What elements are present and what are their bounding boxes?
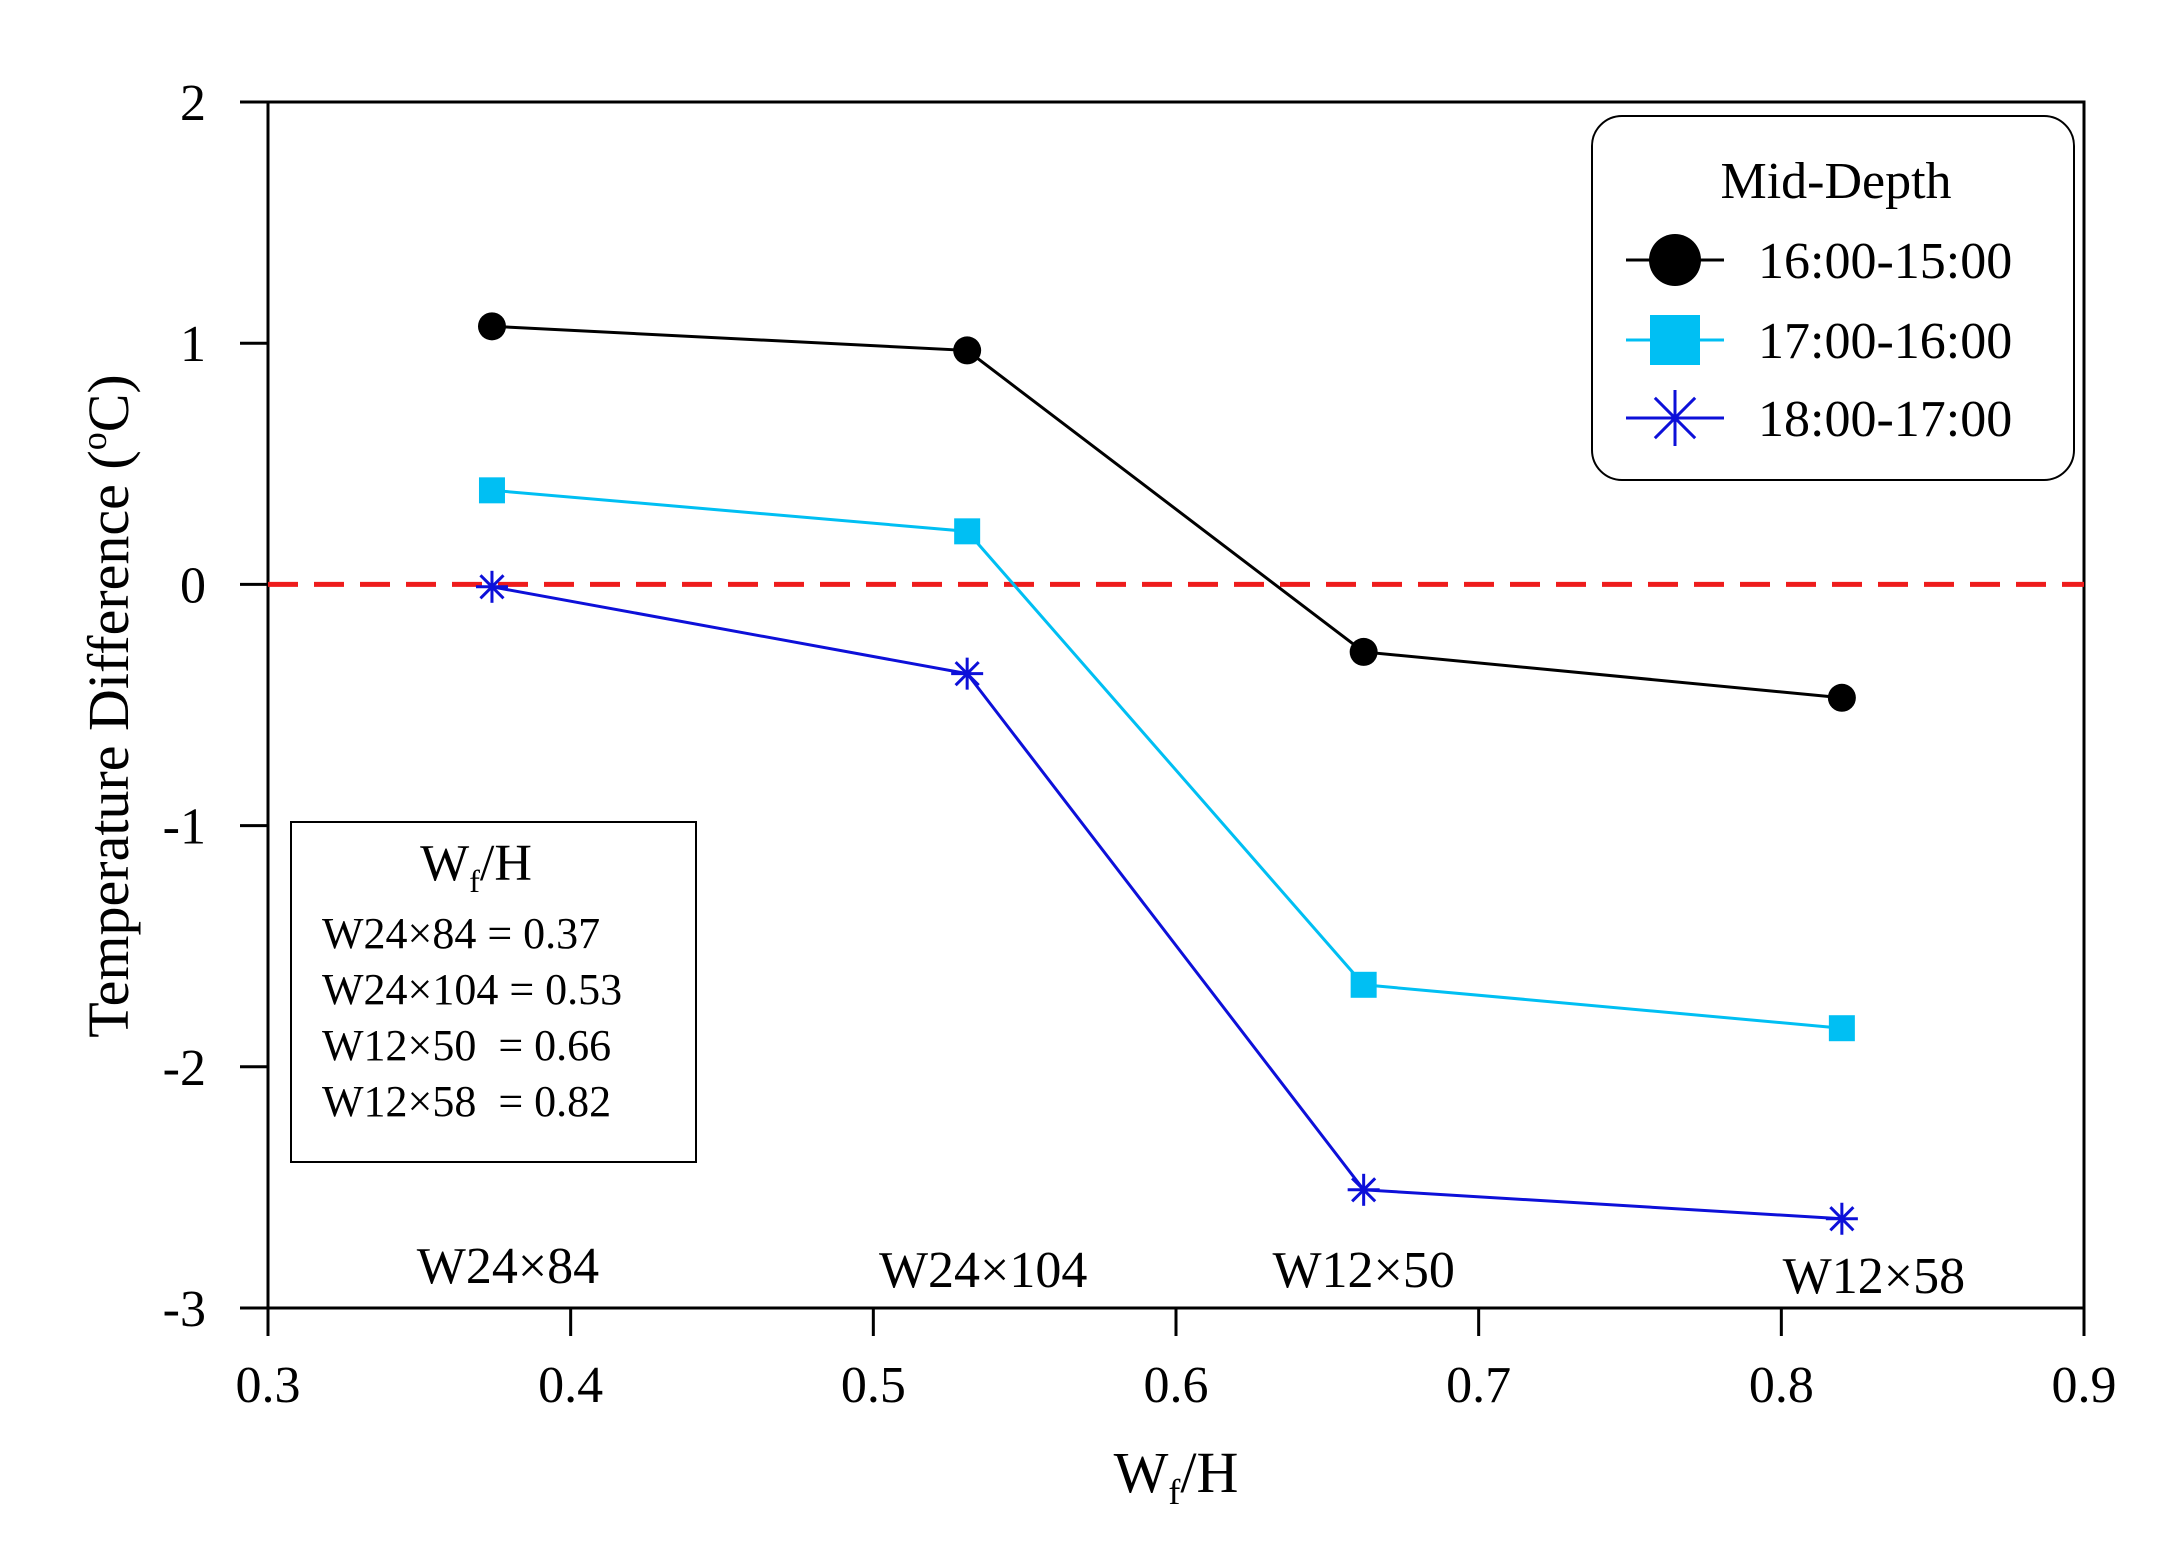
data-point	[477, 312, 506, 341]
y-tick-label: -1	[163, 799, 206, 856]
data-point	[953, 336, 982, 365]
point-label: W12×58	[1783, 1248, 1965, 1305]
data-point	[1828, 1015, 1855, 1042]
y-tick-label: 0	[180, 557, 206, 614]
legend-box	[1591, 115, 2075, 481]
annotation-line: W12×58 = 0.82	[322, 1077, 611, 1126]
annotation-line: W24×84 = 0.37	[322, 909, 600, 958]
data-point	[1825, 1202, 1858, 1235]
annotation-title: Wf/H	[420, 835, 532, 899]
data-point	[1827, 683, 1856, 712]
point-label: W12×50	[1272, 1242, 1454, 1299]
series-line	[491, 324, 1843, 700]
annotation-frame	[290, 821, 697, 1163]
y-axis: -3 -2 -1 0 1 2	[163, 75, 268, 1338]
data-point	[478, 477, 505, 504]
y-tick-label: -3	[163, 1281, 206, 1338]
data-point	[1350, 971, 1377, 998]
data-point	[1649, 234, 1701, 286]
x-tick-label: 0.4	[538, 1357, 603, 1414]
x-tick-label: 0.9	[2052, 1357, 2117, 1414]
x-tick-label: 0.6	[1144, 1357, 1209, 1414]
point-label: W24×84	[417, 1238, 599, 1295]
x-tick-label: 0.5	[841, 1357, 906, 1414]
x-tick-label: 0.8	[1749, 1357, 1814, 1414]
x-tick-label: 0.3	[236, 1357, 301, 1414]
data-point	[951, 657, 984, 690]
y-tick-label: 1	[180, 316, 206, 373]
legend-title: Mid-Depth	[1720, 153, 1951, 210]
data-point	[475, 570, 508, 603]
annotation-line: W12×50 = 0.66	[322, 1021, 611, 1070]
data-point	[954, 518, 981, 545]
legend: Mid-Depth 16:00-15:00 17:00-16:00 18:00-17…	[1591, 115, 2075, 481]
data-point	[1347, 1173, 1380, 1206]
y-axis-title: Temperature Difference (oC)	[74, 374, 141, 1037]
legend-label: 16:00-15:00	[1758, 233, 2012, 290]
annotation-box: Wf/H W24×84 = 0.37 W24×104 = 0.53 W12×50…	[290, 821, 697, 1163]
x-axis-title: Wf/H	[1114, 1440, 1239, 1512]
series-line	[491, 488, 1843, 1030]
annotation-line: W24×104 = 0.53	[322, 965, 622, 1014]
data-point	[1349, 637, 1378, 666]
legend-label: 18:00-17:00	[1758, 391, 2012, 448]
y-tick-label: -2	[163, 1040, 206, 1097]
point-labels: W24×84 W24×104 W12×50 W12×58	[417, 1238, 1965, 1305]
data-point	[1650, 315, 1700, 365]
x-axis: 0.3 0.4 0.5 0.6 0.7 0.8 0.9	[236, 1308, 2117, 1414]
legend-label: 17:00-16:00	[1758, 313, 2012, 370]
series-layer	[475, 312, 1858, 1235]
y-tick-label: 2	[180, 75, 206, 132]
data-point	[1647, 390, 1703, 446]
series-line	[491, 585, 1842, 1221]
x-tick-label: 0.7	[1446, 1357, 1511, 1414]
point-label: W24×104	[879, 1242, 1087, 1299]
